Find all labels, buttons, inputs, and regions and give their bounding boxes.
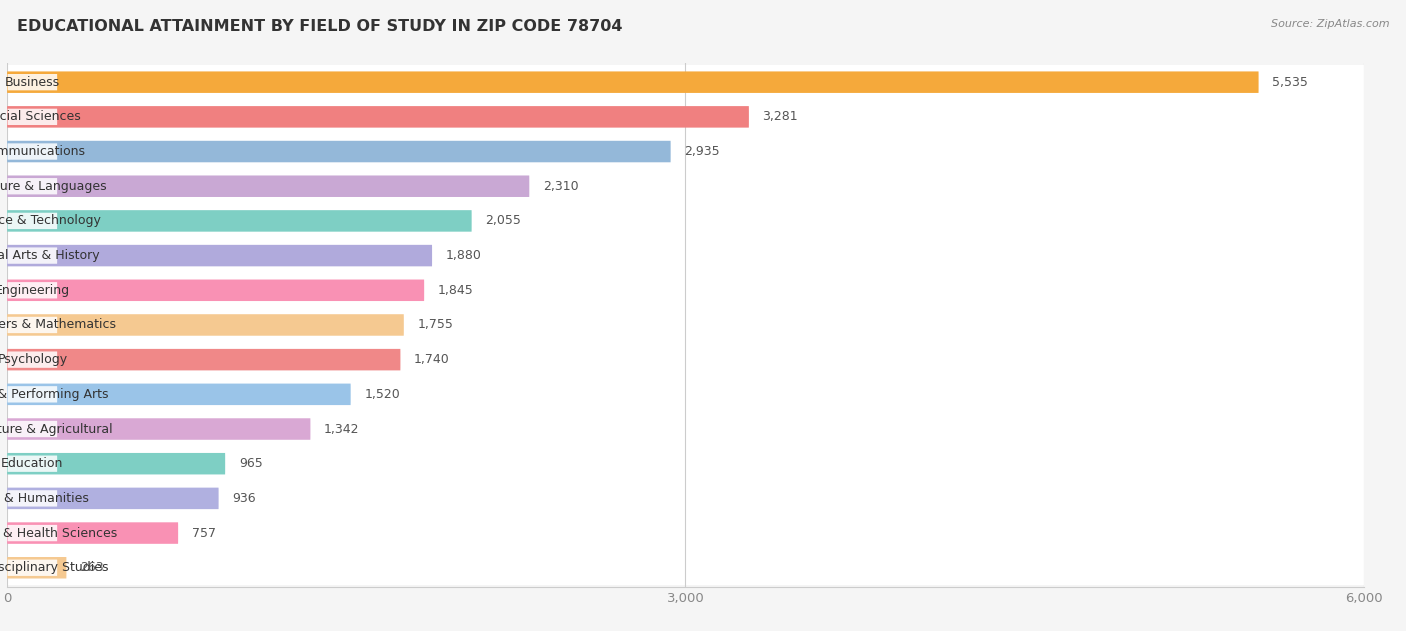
FancyBboxPatch shape [7,239,1364,273]
FancyBboxPatch shape [7,418,311,440]
FancyBboxPatch shape [7,141,671,162]
Text: Visual & Performing Arts: Visual & Performing Arts [0,388,108,401]
Text: 1,740: 1,740 [413,353,450,366]
Text: 2,055: 2,055 [485,215,522,227]
Text: Communications: Communications [0,145,84,158]
Text: Multidisciplinary Studies: Multidisciplinary Studies [0,561,108,574]
FancyBboxPatch shape [7,74,58,90]
FancyBboxPatch shape [7,557,66,579]
FancyBboxPatch shape [7,109,58,125]
Text: 2,310: 2,310 [543,180,579,192]
FancyBboxPatch shape [7,446,1364,481]
Text: 965: 965 [239,457,263,470]
FancyBboxPatch shape [7,377,1364,411]
Text: 2,935: 2,935 [685,145,720,158]
FancyBboxPatch shape [7,282,58,298]
FancyBboxPatch shape [7,351,58,368]
FancyBboxPatch shape [7,456,58,472]
FancyBboxPatch shape [7,204,1364,239]
Text: 1,880: 1,880 [446,249,482,262]
Text: 1,342: 1,342 [323,423,360,435]
FancyBboxPatch shape [7,411,1364,446]
FancyBboxPatch shape [7,65,1364,100]
FancyBboxPatch shape [7,342,1364,377]
FancyBboxPatch shape [7,308,1364,342]
Text: Arts & Humanities: Arts & Humanities [0,492,90,505]
FancyBboxPatch shape [7,178,58,194]
Text: 936: 936 [232,492,256,505]
FancyBboxPatch shape [7,213,58,229]
FancyBboxPatch shape [7,169,1364,204]
FancyBboxPatch shape [7,245,432,266]
Text: Literature & Languages: Literature & Languages [0,180,107,192]
FancyBboxPatch shape [7,273,1364,308]
FancyBboxPatch shape [7,421,58,437]
FancyBboxPatch shape [7,134,1364,169]
FancyBboxPatch shape [7,481,1364,516]
Text: Science & Technology: Science & Technology [0,215,101,227]
FancyBboxPatch shape [7,314,404,336]
FancyBboxPatch shape [7,317,58,333]
Text: Source: ZipAtlas.com: Source: ZipAtlas.com [1271,19,1389,29]
FancyBboxPatch shape [7,175,529,197]
Text: 1,520: 1,520 [364,388,401,401]
FancyBboxPatch shape [7,453,225,475]
FancyBboxPatch shape [7,550,1364,585]
FancyBboxPatch shape [7,106,749,127]
Text: Psychology: Psychology [0,353,67,366]
FancyBboxPatch shape [7,247,58,264]
FancyBboxPatch shape [7,516,1364,550]
Text: 757: 757 [191,527,215,540]
Text: 1,755: 1,755 [418,319,453,331]
FancyBboxPatch shape [7,210,471,232]
Text: Computers & Mathematics: Computers & Mathematics [0,319,115,331]
Text: Social Sciences: Social Sciences [0,110,80,123]
FancyBboxPatch shape [7,349,401,370]
FancyBboxPatch shape [7,386,58,403]
FancyBboxPatch shape [7,71,1258,93]
Text: Education: Education [1,457,63,470]
Text: EDUCATIONAL ATTAINMENT BY FIELD OF STUDY IN ZIP CODE 78704: EDUCATIONAL ATTAINMENT BY FIELD OF STUDY… [17,19,623,34]
FancyBboxPatch shape [7,525,58,541]
Text: 5,535: 5,535 [1272,76,1308,89]
FancyBboxPatch shape [7,280,425,301]
Text: Business: Business [4,76,60,89]
FancyBboxPatch shape [7,143,58,160]
Text: Liberal Arts & History: Liberal Arts & History [0,249,100,262]
Text: Physical & Health Sciences: Physical & Health Sciences [0,527,117,540]
Text: 1,845: 1,845 [437,284,474,297]
FancyBboxPatch shape [7,522,179,544]
FancyBboxPatch shape [7,488,218,509]
Text: 263: 263 [80,561,104,574]
Text: Engineering: Engineering [0,284,70,297]
FancyBboxPatch shape [7,560,58,576]
FancyBboxPatch shape [7,384,350,405]
Text: 3,281: 3,281 [762,110,799,123]
FancyBboxPatch shape [7,490,58,507]
Text: Bio, Nature & Agricultural: Bio, Nature & Agricultural [0,423,112,435]
FancyBboxPatch shape [7,100,1364,134]
